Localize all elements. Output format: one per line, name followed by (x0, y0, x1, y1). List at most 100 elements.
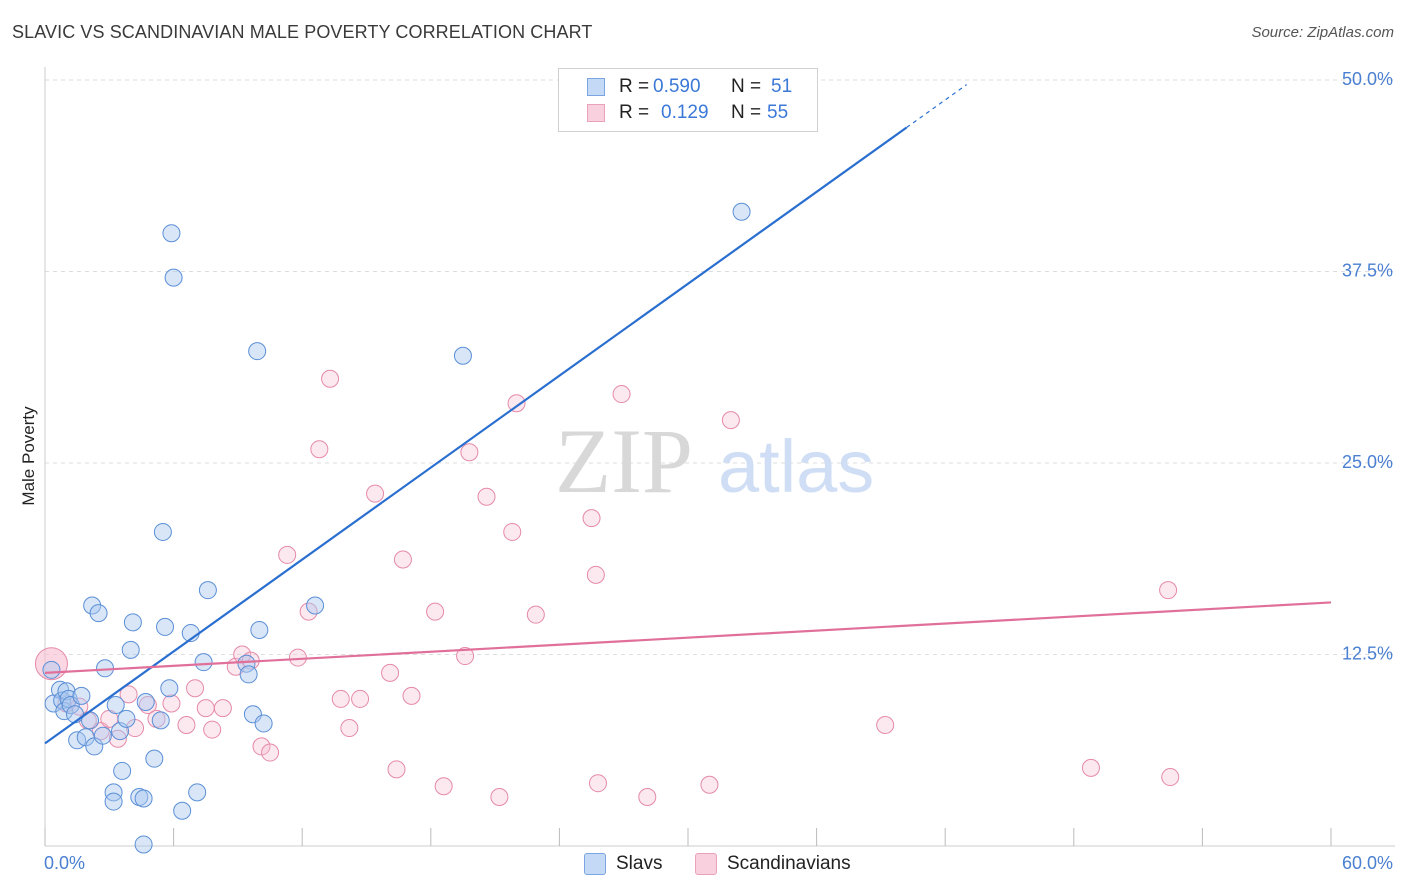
legend-r-value: 0.129 (661, 102, 709, 123)
legend-r-label: R = (619, 76, 650, 97)
point-scandinavians (503, 522, 522, 541)
point-slavs (198, 581, 217, 600)
point-scandinavians (393, 550, 412, 569)
point-scandinavians (203, 720, 222, 739)
chart-source: Source: ZipAtlas.com (1251, 24, 1394, 41)
point-slavs (188, 783, 207, 802)
point-scandinavians (351, 689, 370, 708)
point-scandinavians (138, 696, 157, 715)
point-scandinavians (261, 743, 280, 762)
legend-swatch-scandinavians (695, 853, 717, 875)
legend-n-label: N = (731, 102, 762, 123)
legend-label-scandinavians: Scandinavians (727, 853, 851, 874)
point-slavs (239, 665, 258, 684)
watermark-zip: ZIP (555, 410, 693, 512)
point-scandinavians (612, 385, 631, 404)
point-scandinavians (340, 719, 359, 738)
point-scandinavians (507, 394, 526, 413)
legend-r-label: R = (619, 102, 650, 123)
point-scandinavians (588, 774, 607, 793)
y-tick-label: 37.5% (1342, 261, 1393, 281)
watermark: ZIP atlas (555, 410, 874, 512)
point-scandinavians (310, 440, 329, 459)
point-scandinavians (331, 689, 350, 708)
point-slavs (173, 801, 192, 820)
point-slavs (104, 792, 123, 811)
point-scandinavians (162, 694, 181, 713)
point-scandinavians (108, 729, 127, 748)
trend-line-slavs (44, 126, 908, 745)
point-slavs (89, 604, 108, 623)
trend-line-slavs-extension (906, 84, 967, 128)
y-tick-label: 12.5% (1342, 644, 1393, 664)
point-slavs (164, 268, 183, 287)
point-scandinavians (586, 565, 605, 584)
point-slavs (42, 660, 61, 679)
point-scandinavians (460, 443, 479, 462)
point-slavs (121, 640, 140, 659)
point-scandinavians (213, 699, 232, 718)
point-scandinavians (721, 411, 740, 430)
point-slavs (134, 835, 153, 854)
point-scandinavians (456, 647, 475, 666)
legend-label-slavs: Slavs (616, 853, 663, 874)
point-slavs (106, 696, 125, 715)
legend-swatch-slavs (584, 853, 606, 875)
point-slavs (162, 224, 181, 243)
correlation-legend: R = 0.590 N = 51 R = 0.129 N = 55 (558, 68, 818, 132)
point-scandinavians (1081, 758, 1100, 777)
point-scandinavians (119, 685, 138, 704)
point-scandinavians (381, 663, 400, 682)
point-slavs (83, 596, 102, 615)
point-scandinavians (526, 605, 545, 624)
x-tick-label: 60.0% (1342, 853, 1393, 873)
point-slavs (254, 714, 273, 733)
point-scandinavians (402, 686, 421, 705)
point-slavs (156, 617, 175, 636)
point-scandinavians (186, 679, 205, 698)
y-tick-label: 50.0% (1342, 69, 1393, 89)
point-slavs (93, 726, 112, 745)
x-tick-label: 0.0% (44, 853, 85, 873)
point-slavs (248, 342, 267, 361)
legend-n-value: 55 (767, 102, 789, 123)
point-slavs (453, 346, 472, 365)
point-scandinavians (638, 787, 657, 806)
trend-lines (44, 84, 1332, 745)
point-scandinavians (321, 369, 340, 388)
legend-n-value: 51 (771, 76, 793, 97)
point-slavs (113, 761, 132, 780)
point-scandinavians (700, 775, 719, 794)
point-scandinavians (490, 787, 509, 806)
point-scandinavians (582, 509, 601, 528)
slavs-points (42, 202, 751, 854)
y-axis-label: Male Poverty (19, 406, 38, 506)
point-slavs (57, 682, 76, 701)
tick-labels: 12.5% 25.0% 37.5% 50.0% 0.0% 60.0% (44, 69, 1393, 873)
point-scandinavians (278, 545, 297, 564)
point-scandinavians (434, 777, 453, 796)
point-slavs (72, 686, 91, 705)
legend-n-label: N = (731, 76, 762, 97)
point-scandinavians (288, 648, 307, 667)
point-slavs (153, 522, 172, 541)
y-tick-label: 25.0% (1342, 452, 1393, 472)
point-slavs (194, 653, 213, 672)
grid-lines (45, 79, 1395, 655)
point-slavs (104, 783, 123, 802)
point-slavs (250, 620, 269, 639)
point-scandinavians (477, 487, 496, 506)
point-slavs (136, 692, 155, 711)
point-scandinavians (177, 715, 196, 734)
point-slavs (66, 705, 85, 724)
point-scandinavians (1161, 768, 1180, 787)
point-scandinavians (366, 484, 385, 503)
point-scandinavians (876, 715, 895, 734)
legend-r-value: 0.590 (653, 76, 701, 97)
point-scandinavians (196, 699, 215, 718)
point-slavs (237, 654, 256, 673)
point-scandinavians (387, 760, 406, 779)
point-slavs (123, 613, 142, 632)
point-scandinavians (1159, 581, 1178, 600)
point-slavs (306, 596, 325, 615)
